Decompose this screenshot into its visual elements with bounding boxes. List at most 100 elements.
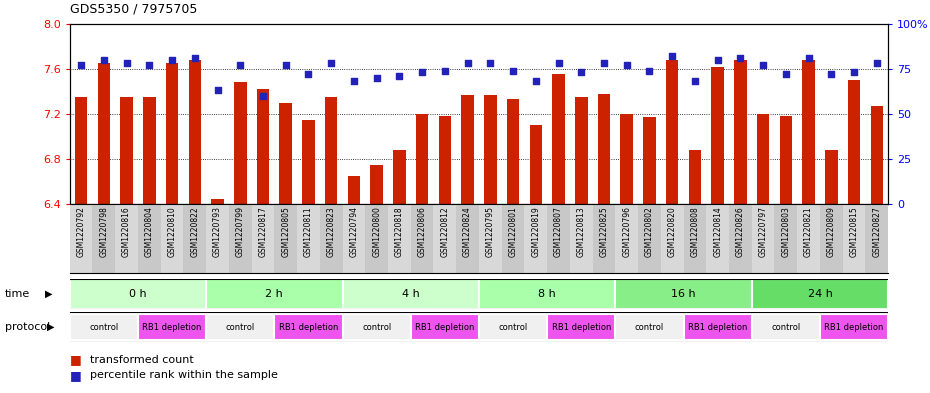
Bar [820, 314, 888, 340]
Point [187, 55, 202, 61]
Point [642, 68, 657, 74]
Bar [757, 114, 769, 393]
Text: GSM1220796: GSM1220796 [622, 206, 631, 257]
Bar [342, 204, 365, 273]
Bar [74, 97, 87, 393]
Text: GSM1220799: GSM1220799 [235, 206, 245, 257]
Bar [439, 116, 451, 393]
Bar [529, 125, 542, 393]
Bar [342, 314, 411, 340]
Text: 2 h: 2 h [265, 289, 284, 299]
Bar [507, 99, 519, 393]
Bar [706, 204, 729, 273]
Point [165, 57, 179, 63]
Point [665, 53, 680, 59]
Text: transformed count: transformed count [90, 354, 194, 365]
Text: GSM1220808: GSM1220808 [690, 206, 699, 257]
Text: GSM1220803: GSM1220803 [781, 206, 790, 257]
Point [392, 73, 406, 79]
Point [97, 57, 112, 63]
Bar [711, 66, 724, 393]
Point [460, 60, 475, 66]
Point [528, 78, 543, 84]
Bar [416, 114, 429, 393]
Bar [734, 60, 747, 393]
Bar [274, 314, 342, 340]
Bar [616, 314, 684, 340]
Text: GSM1220811: GSM1220811 [304, 206, 313, 257]
Bar [751, 314, 820, 340]
Bar [189, 60, 201, 393]
Bar [229, 204, 252, 273]
Text: GSM1220800: GSM1220800 [372, 206, 381, 257]
Bar [411, 314, 479, 340]
Text: GSM1220802: GSM1220802 [644, 206, 654, 257]
Bar [274, 204, 297, 273]
Bar [803, 60, 815, 393]
Bar [575, 97, 588, 393]
Text: RB1 depletion: RB1 depletion [142, 323, 202, 332]
Bar [843, 204, 866, 273]
Point [415, 69, 430, 75]
Text: GSM1220814: GSM1220814 [713, 206, 723, 257]
Bar [388, 204, 411, 273]
Text: GSM1220805: GSM1220805 [281, 206, 290, 257]
Text: ▶: ▶ [45, 289, 52, 299]
Bar [661, 204, 684, 273]
Text: GSM1220816: GSM1220816 [122, 206, 131, 257]
Bar [70, 279, 206, 309]
Bar [70, 204, 92, 273]
Bar [484, 95, 497, 393]
Text: GSM1220804: GSM1220804 [145, 206, 153, 257]
Bar [138, 204, 161, 273]
Point [483, 60, 498, 66]
Bar [257, 89, 269, 393]
Bar [547, 314, 616, 340]
Bar [370, 165, 383, 393]
Point [824, 71, 839, 77]
Bar [120, 97, 133, 393]
Text: control: control [635, 323, 664, 332]
Text: percentile rank within the sample: percentile rank within the sample [90, 370, 278, 380]
Text: control: control [771, 323, 801, 332]
Text: GSM1220798: GSM1220798 [100, 206, 109, 257]
Bar [592, 204, 616, 273]
Bar [688, 150, 701, 393]
Bar [552, 74, 565, 393]
Text: GSM1220792: GSM1220792 [76, 206, 86, 257]
Text: GSM1220818: GSM1220818 [395, 206, 404, 257]
Text: GSM1220813: GSM1220813 [577, 206, 586, 257]
Bar [501, 204, 525, 273]
Text: RB1 depletion: RB1 depletion [551, 323, 611, 332]
Point [210, 87, 225, 94]
Point [574, 69, 589, 75]
Point [119, 60, 134, 66]
Bar [92, 204, 115, 273]
Text: GSM1220810: GSM1220810 [167, 206, 177, 257]
Bar [461, 95, 473, 393]
Text: ■: ■ [70, 353, 82, 366]
Text: time: time [5, 289, 30, 299]
Text: GSM1220823: GSM1220823 [326, 206, 336, 257]
Bar [342, 279, 479, 309]
Point [369, 75, 384, 81]
Point [711, 57, 725, 63]
Text: GSM1220812: GSM1220812 [440, 206, 449, 257]
Text: 4 h: 4 h [402, 289, 419, 299]
Point [596, 60, 611, 66]
Text: 8 h: 8 h [538, 289, 556, 299]
Text: RB1 depletion: RB1 depletion [824, 323, 884, 332]
Bar [479, 314, 547, 340]
Text: RB1 depletion: RB1 depletion [688, 323, 748, 332]
Text: GSM1220809: GSM1220809 [827, 206, 836, 257]
Point [619, 62, 634, 68]
Bar [234, 82, 246, 393]
Bar [870, 106, 883, 393]
Bar [525, 204, 547, 273]
Bar [848, 80, 860, 393]
Text: GSM1220807: GSM1220807 [554, 206, 563, 257]
Point [756, 62, 771, 68]
Bar [620, 114, 633, 393]
Bar [206, 314, 274, 340]
Text: GSM1220827: GSM1220827 [872, 206, 882, 257]
